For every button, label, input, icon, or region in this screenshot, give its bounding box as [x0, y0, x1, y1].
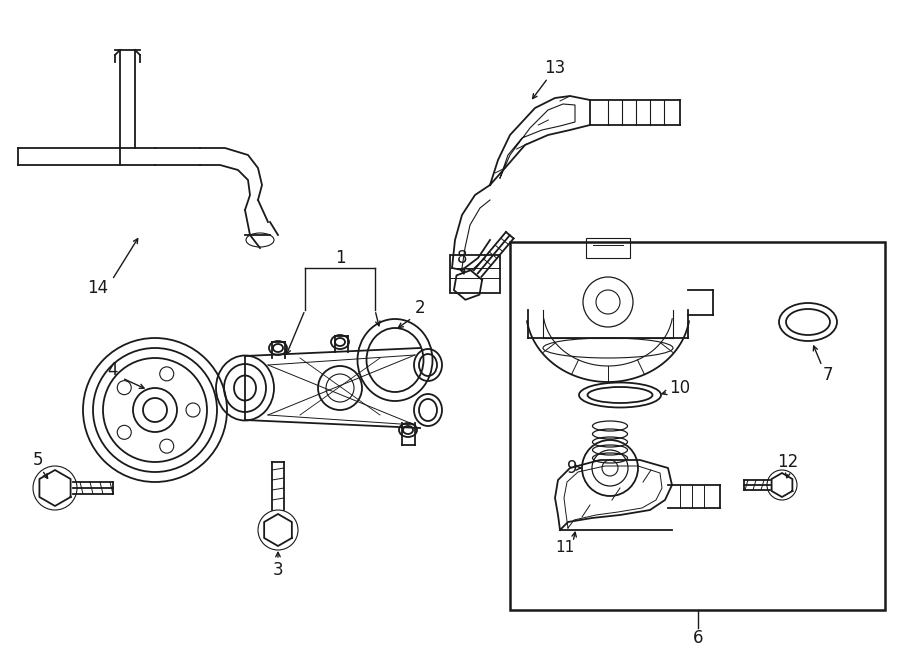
Text: 13: 13 [544, 59, 565, 77]
Text: 12: 12 [778, 453, 798, 471]
Text: 7: 7 [823, 366, 833, 384]
Text: 11: 11 [555, 541, 574, 555]
Text: 3: 3 [273, 561, 284, 579]
Text: 9: 9 [567, 459, 577, 477]
Text: 2: 2 [415, 299, 426, 317]
Bar [586, 238, 630, 258]
Text: 8: 8 [456, 249, 467, 267]
Text: 6: 6 [693, 629, 703, 647]
Bar [510, 242, 885, 610]
Text: 1: 1 [335, 249, 346, 267]
Text: 4: 4 [107, 361, 117, 379]
Text: 14: 14 [87, 279, 109, 297]
Bar [450, 255, 500, 293]
Text: 10: 10 [670, 379, 690, 397]
Text: 5: 5 [32, 451, 43, 469]
